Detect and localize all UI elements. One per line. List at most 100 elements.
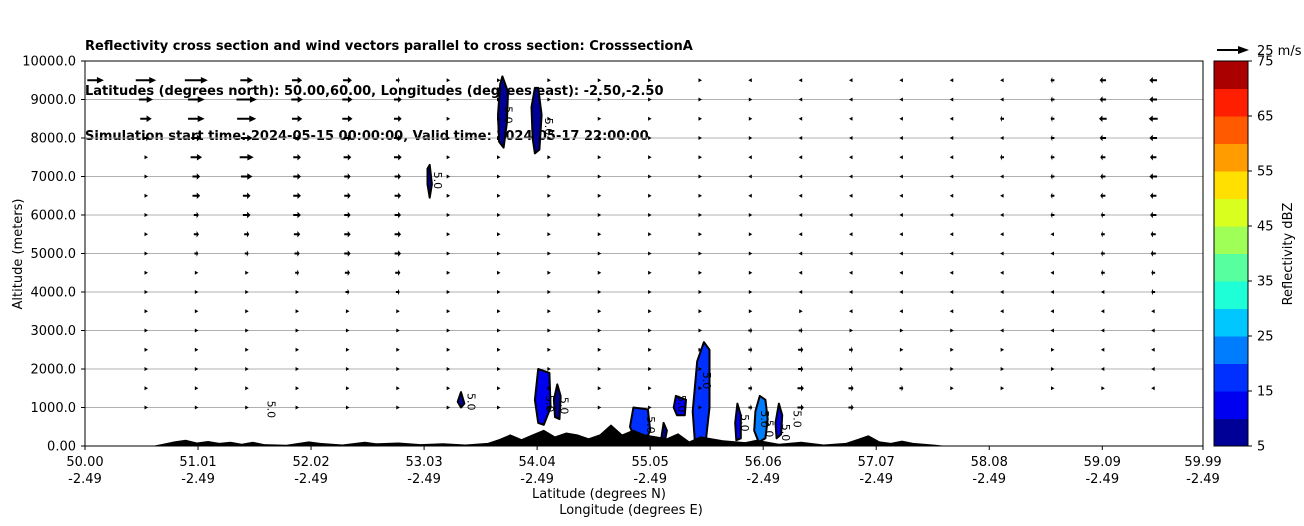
wind-arrow-head bbox=[798, 213, 803, 217]
wind-arrow-head bbox=[648, 97, 652, 102]
x-tick-label-lon: -2.49 bbox=[68, 472, 102, 487]
y-tick-label: 7000.0 bbox=[31, 170, 77, 185]
wind-vector bbox=[497, 405, 501, 410]
wind-vector bbox=[597, 328, 602, 333]
wind-vector bbox=[497, 174, 501, 179]
wind-vector bbox=[395, 288, 400, 296]
wind-arrow-head bbox=[899, 174, 903, 179]
wind-vector bbox=[344, 269, 350, 276]
wind-vector bbox=[547, 97, 551, 102]
wind-arrow-head bbox=[698, 405, 702, 410]
wind-arrow-head bbox=[194, 290, 199, 294]
wind-vector bbox=[1000, 174, 1004, 179]
wind-arrow-head bbox=[547, 232, 551, 237]
colorbar-bin bbox=[1214, 116, 1248, 144]
wind-arrow-head bbox=[297, 77, 303, 84]
wind-arrow-head bbox=[597, 78, 602, 83]
wind-vector bbox=[1050, 77, 1055, 84]
x-tick-label-lon: -2.49 bbox=[633, 472, 667, 487]
wind-arrow-head bbox=[345, 328, 350, 333]
wind-vector bbox=[950, 367, 954, 371]
wind-vector bbox=[1150, 231, 1156, 238]
terrain-profile bbox=[85, 424, 1203, 446]
wind-arrow-head bbox=[547, 193, 551, 198]
wind-vector bbox=[597, 116, 602, 121]
wind-vector bbox=[497, 213, 501, 217]
wind-vector bbox=[245, 367, 249, 371]
wind-vector bbox=[849, 136, 853, 140]
wind-arrow-head bbox=[547, 97, 551, 102]
wind-vector bbox=[798, 290, 803, 294]
wind-arrow-head bbox=[197, 115, 205, 122]
contour-label: 5.0 bbox=[779, 424, 792, 442]
colorbar-frame bbox=[1213, 60, 1249, 447]
wind-vector bbox=[1000, 193, 1004, 198]
wind-arrow-head bbox=[398, 231, 401, 238]
wind-arrow-head bbox=[597, 232, 602, 237]
wind-vector bbox=[291, 96, 303, 103]
wind-vector bbox=[597, 193, 602, 198]
wind-vector bbox=[236, 96, 257, 103]
wind-vector bbox=[547, 270, 551, 275]
wind-vector bbox=[748, 136, 753, 140]
x-tick-label-lat: 56.06 bbox=[745, 455, 782, 470]
wind-vector bbox=[1100, 367, 1105, 371]
wind-vector bbox=[597, 367, 602, 371]
wind-vector bbox=[1150, 250, 1156, 257]
wind-vector bbox=[1000, 251, 1004, 256]
contour-label: 5.0 bbox=[762, 420, 775, 438]
wind-arrow-head bbox=[297, 231, 301, 238]
wind-arrow-head bbox=[1000, 193, 1004, 198]
wind-arrow-head bbox=[849, 193, 853, 198]
reflectivity-cell bbox=[672, 394, 687, 417]
wind-vector bbox=[293, 231, 301, 238]
y-axis-label: Altitude (meters) bbox=[11, 199, 26, 310]
wind-vector bbox=[393, 96, 402, 103]
wind-arrow-head bbox=[146, 134, 150, 142]
wind-arrow-head bbox=[648, 270, 652, 275]
x-tick-label-lat: 58.08 bbox=[971, 455, 1008, 470]
wind-vector bbox=[899, 367, 904, 371]
wind-vector bbox=[1000, 309, 1004, 314]
wind-vector bbox=[698, 367, 702, 371]
wind-vector bbox=[240, 77, 254, 84]
wind-arrow-head bbox=[446, 78, 451, 83]
wind-vector bbox=[497, 328, 501, 333]
reflectivity-cell bbox=[426, 163, 433, 199]
wind-vector bbox=[1100, 231, 1105, 238]
wind-vector bbox=[597, 347, 602, 352]
wind-vector bbox=[698, 97, 702, 102]
wind-arrow-head bbox=[446, 193, 451, 198]
wind-vector bbox=[1050, 347, 1055, 352]
wind-arrow-head bbox=[849, 290, 853, 294]
wind-arrow-head bbox=[245, 270, 249, 275]
wind-arrow-head bbox=[851, 385, 854, 392]
wind-arrow-head bbox=[547, 136, 551, 140]
wind-arrow-head bbox=[798, 251, 803, 256]
wind-arrow-head bbox=[1100, 173, 1103, 180]
wind-vector bbox=[446, 78, 451, 83]
wind-arrow-head bbox=[597, 309, 602, 314]
wind-arrow-head bbox=[748, 116, 753, 121]
wind-arrow-head bbox=[295, 309, 300, 314]
wind-vector bbox=[342, 77, 352, 84]
wind-arrow-head bbox=[1151, 288, 1154, 296]
wind-vector bbox=[194, 347, 199, 352]
wind-arrow-head bbox=[899, 270, 903, 275]
wind-vector bbox=[295, 290, 300, 294]
contour-label: 5.0 bbox=[543, 395, 556, 413]
wind-arrow-head bbox=[798, 155, 803, 160]
wind-arrow-head bbox=[950, 347, 954, 352]
wind-arrow-head bbox=[398, 96, 402, 103]
contour-label: 5.0 bbox=[542, 118, 555, 136]
wind-vector bbox=[698, 309, 702, 314]
wind-vector bbox=[748, 97, 753, 102]
colorbar-bin bbox=[1214, 88, 1248, 117]
wind-arrow-head bbox=[849, 251, 853, 256]
wind-vector bbox=[1100, 269, 1105, 276]
wind-arrow-head bbox=[297, 250, 300, 257]
wind-vector bbox=[237, 115, 257, 122]
wind-arrow-head bbox=[497, 97, 501, 102]
wind-arrow-head bbox=[347, 96, 353, 103]
wind-vector bbox=[547, 386, 551, 391]
